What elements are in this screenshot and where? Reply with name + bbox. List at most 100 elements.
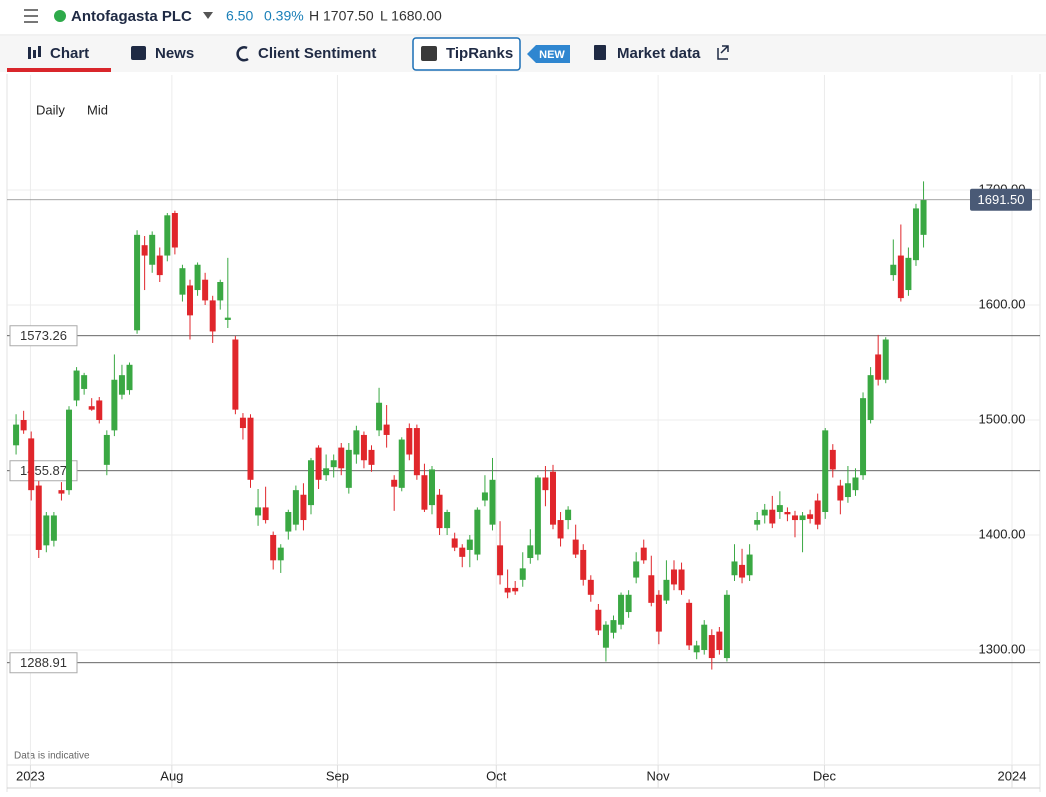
plot: 2023 Aug Sep Oct Nov Dec 2024 1300.00 1400.00 150… <box>7 75 1040 788</box>
tab-bar <box>0 36 1046 72</box>
external-link-icon <box>717 45 729 60</box>
candle-body <box>255 507 262 516</box>
candle-body <box>739 564 746 578</box>
disclaimer: Data is indicative <box>14 751 90 762</box>
active-tab-underline <box>7 68 111 72</box>
candle-body <box>270 535 277 561</box>
candle-body <box>557 520 564 539</box>
candle-body <box>481 492 488 501</box>
candle-body <box>292 490 299 525</box>
candle-body <box>640 547 647 561</box>
candle-body <box>118 375 125 395</box>
candle-body <box>474 509 481 555</box>
y-tick-label: 1500.00 <box>979 411 1026 426</box>
candle-body <box>897 255 904 299</box>
candle-body <box>534 477 541 555</box>
candle-body <box>149 234 156 265</box>
candle-body <box>912 208 919 261</box>
candle-body <box>262 507 269 521</box>
candle-body <box>111 379 118 431</box>
candle-body <box>860 398 867 476</box>
candle-body <box>421 475 428 510</box>
tipranks-button[interactable] <box>412 37 521 71</box>
candle-body <box>686 602 693 646</box>
news-icon <box>131 46 146 60</box>
candle-body <box>542 477 549 491</box>
candle-body <box>20 420 27 431</box>
level-label-box <box>9 325 78 347</box>
x-tick-label: Oct <box>486 768 507 783</box>
candle-body <box>670 569 677 585</box>
candle-body <box>103 434 110 465</box>
tab[interactable]: Market data <box>617 45 701 62</box>
candle-body <box>406 428 413 455</box>
candle-body <box>829 449 836 470</box>
candle-body <box>58 490 65 494</box>
candle-body <box>308 460 315 506</box>
y-tick-label: 1600.00 <box>979 296 1026 311</box>
candle-body <box>784 512 791 515</box>
candle-body <box>580 549 587 580</box>
interval[interactable]: Daily <box>36 102 65 117</box>
candle-body <box>436 494 443 529</box>
candle-body <box>13 424 20 446</box>
candle-body <box>66 409 73 491</box>
new-badge <box>527 45 570 63</box>
candle-body <box>413 428 420 476</box>
candle-body <box>81 375 88 389</box>
price-basis[interactable]: Mid <box>87 102 108 117</box>
tab[interactable]: Client Sentiment <box>258 45 376 62</box>
candle-body <box>754 520 761 525</box>
tipranks-icon <box>421 46 437 61</box>
candle-body <box>761 509 768 516</box>
candle-body <box>171 213 178 248</box>
candle-body <box>277 547 284 561</box>
day-high: H 1707.50 <box>309 8 374 24</box>
candle-body <box>466 539 473 550</box>
candle-body <box>35 485 42 550</box>
candle-body <box>28 438 35 491</box>
instrument-name[interactable]: Antofagasta PLC <box>71 8 192 25</box>
candle-body <box>572 539 579 555</box>
level-label-box <box>9 460 78 482</box>
tab[interactable]: Chart <box>50 45 89 62</box>
market-data-icon <box>594 45 606 60</box>
candle-body <box>655 594 662 632</box>
candle-body <box>799 515 806 521</box>
dropdown-arrow[interactable] <box>203 12 213 19</box>
menu-icon[interactable] <box>24 9 38 23</box>
candle-body <box>209 300 216 332</box>
candle-body <box>43 515 50 546</box>
candle-body <box>383 424 390 435</box>
candle-body <box>376 402 383 431</box>
tab[interactable]: TipRanks <box>446 45 513 62</box>
candle-body <box>716 631 723 650</box>
candle-body <box>587 579 594 595</box>
y-tick-label: 1400.00 <box>979 526 1026 541</box>
tab[interactable]: News <box>155 45 194 62</box>
sentiment-icon <box>236 46 249 62</box>
candle-body <box>428 469 435 506</box>
candle-body <box>141 245 148 256</box>
x-tick-label: Aug <box>160 768 183 783</box>
y-tick-label: 1300.00 <box>979 641 1026 656</box>
candle-body <box>202 279 209 301</box>
candle-body <box>398 439 405 488</box>
candle-body <box>875 354 882 380</box>
candle-body <box>217 282 224 301</box>
candle-body <box>723 594 730 659</box>
candle-body <box>315 447 322 480</box>
candle-body <box>625 594 632 613</box>
candle-body <box>746 554 753 576</box>
candle-body <box>905 257 912 291</box>
candle-body <box>769 509 776 524</box>
candle-body <box>368 449 375 465</box>
candle-body <box>330 460 337 468</box>
candle-body <box>232 339 239 410</box>
candle-body <box>96 400 103 420</box>
candle-body <box>489 479 496 525</box>
x-tick-label: Dec <box>813 768 837 783</box>
candle-body <box>549 471 556 525</box>
candle-body <box>708 635 715 659</box>
